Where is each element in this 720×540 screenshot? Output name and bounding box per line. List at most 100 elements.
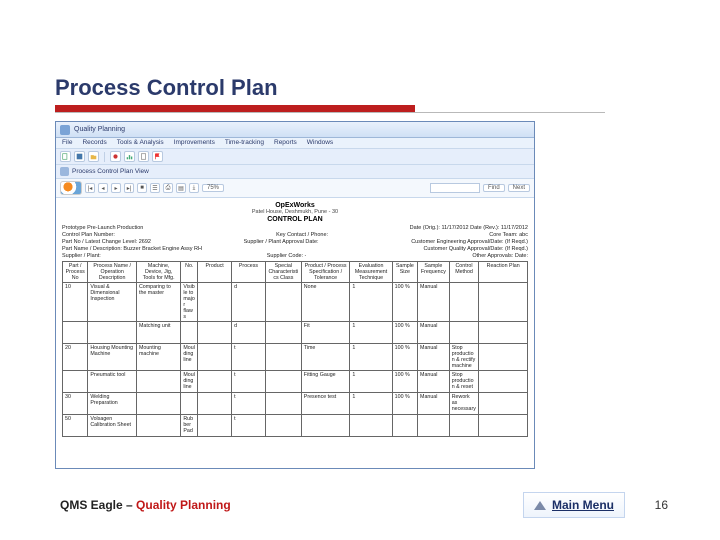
table-cell: 100 % [392,344,417,371]
table-cell: 30 [63,393,88,415]
table-cell [198,393,232,415]
table-header: Part / Process No [63,262,88,283]
table-cell: 20 [63,344,88,371]
menu-windows[interactable]: Windows [307,139,333,146]
find-input[interactable] [430,183,480,193]
table-cell: Presence test [301,393,350,415]
report-meta: Prototype Pre-Launch ProductionDate (Ori… [62,225,528,259]
flag-icon[interactable] [152,151,163,162]
table-cell: Time [301,344,350,371]
print-icon[interactable]: ⎙ [163,183,173,193]
table-cell: Fit [301,322,350,344]
control-plan-table: Part / Process NoProcess Name / Operatio… [62,261,528,437]
table-cell [198,283,232,322]
table-cell: t [232,344,266,371]
table-cell: Mounting machine [136,344,180,371]
table-cell [301,415,350,437]
report-brand: OpExWorks [62,202,528,209]
table-cell: Volsagen Calibration Sheet [88,415,137,437]
table-cell: Moulding line [181,344,198,371]
table-cell: 1 [350,322,392,344]
layout-icon[interactable]: ▤ [176,183,186,193]
tab-strip: Process Control Plan View [56,165,534,179]
menu-tools[interactable]: Tools & Analysis [117,139,164,146]
table-header: Process [232,262,266,283]
table-header: Reaction Plan [479,262,528,283]
table-cell: 100 % [392,371,417,393]
table-cell [63,322,88,344]
table-header: Machine, Device, Jig, Tools for Mfg. [136,262,180,283]
table-row: Pneumatic toolMoulding linetFitting Gaug… [63,371,528,393]
table-header: Process Name / Operation Description [88,262,137,283]
report-body: OpExWorks Patel House, Deshmukh, Pune - … [56,198,534,468]
zoom-level[interactable]: 75% [202,184,224,192]
app-icon [60,125,70,135]
menu-file[interactable]: File [62,139,72,146]
table-cell: Comparing to the master [136,283,180,322]
table-cell [265,393,301,415]
table-row: 30Welding PreparationtPresence test1100 … [63,393,528,415]
table-cell: Rework as necessary [449,393,479,415]
table-cell: d [232,322,266,344]
table-row: 20Housing Mounting MachineMounting machi… [63,344,528,371]
menu-reports[interactable]: Reports [274,139,297,146]
table-cell: Moulding line [181,371,198,393]
opexworks-logo-icon [60,181,82,195]
table-cell: Housing Mounting Machine [88,344,137,371]
table-cell [198,322,232,344]
table-cell [198,344,232,371]
table-cell [449,415,479,437]
first-page-icon[interactable]: |◂ [85,183,95,193]
table-cell: 100 % [392,322,417,344]
table-cell [392,415,417,437]
table-cell [136,393,180,415]
menu-records[interactable]: Records [82,139,106,146]
tab-label[interactable]: Process Control Plan View [72,168,149,175]
stop-icon[interactable]: ■ [137,183,147,193]
report-icon[interactable] [138,151,149,162]
tool-icon[interactable] [110,151,121,162]
open-icon[interactable] [88,151,99,162]
table-header: Sample Frequency [418,262,450,283]
table-header: Product / Process Specification / Tolera… [301,262,350,283]
table-cell [88,322,137,344]
table-cell [136,415,180,437]
table-cell: Manual [418,371,450,393]
table-cell: t [232,393,266,415]
table-cell: 50 [63,415,88,437]
toggle-icon[interactable]: ☰ [150,183,160,193]
main-menu-button[interactable]: Main Menu [523,492,625,518]
chart-icon[interactable] [124,151,135,162]
save-icon[interactable] [74,151,85,162]
export-icon[interactable]: ⤓ [189,183,199,193]
table-cell: Stop production & rectify machine [449,344,479,371]
table-cell: 1 [350,393,392,415]
report-navbar: |◂ ◂ ▸ ▸| ■ ☰ ⎙ ▤ ⤓ 75% Find Next [56,179,534,198]
table-cell [449,283,479,322]
last-page-icon[interactable]: ▸| [124,183,134,193]
table-header: No. [181,262,198,283]
title-rule [55,105,655,113]
table-cell [479,344,528,371]
menu-improvements[interactable]: Improvements [174,139,215,146]
find-button[interactable]: Find [483,184,505,192]
report-subtitle: Patel House, Deshmukh, Pune - 30 [62,209,528,215]
table-cell [136,371,180,393]
table-cell [479,283,528,322]
main-menu-label: Main Menu [552,498,614,512]
report-heading: CONTROL PLAN [62,216,528,223]
table-cell [198,415,232,437]
page-number: 16 [655,498,668,512]
new-icon[interactable] [60,151,71,162]
table-row: 10Visual & Dimensional InspectionCompari… [63,283,528,322]
table-cell [181,393,198,415]
find-next-button[interactable]: Next [508,184,530,192]
table-cell: t [232,371,266,393]
next-page-icon[interactable]: ▸ [111,183,121,193]
table-cell: Manual [418,344,450,371]
table-cell: 100 % [392,283,417,322]
table-cell [479,393,528,415]
menu-timetracking[interactable]: Time-tracking [225,139,264,146]
prev-page-icon[interactable]: ◂ [98,183,108,193]
footer-section: Quality Planning [136,498,231,512]
